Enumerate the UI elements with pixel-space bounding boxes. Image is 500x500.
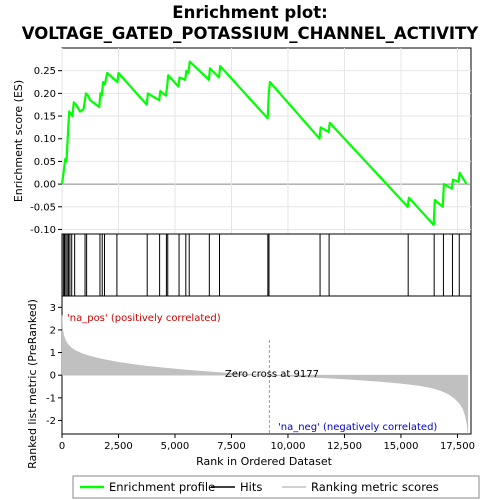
- enrichment-profile-line: [60, 60, 468, 226]
- legend-ranking-metric-label: Ranking metric scores: [311, 480, 439, 494]
- es-y-tick-label: 0.00: [34, 180, 56, 191]
- es-y-tick-label: 0.20: [34, 89, 56, 100]
- metric-y-tick-label: -1: [46, 393, 56, 404]
- metric-y-tick-label: 0: [50, 371, 56, 382]
- ranking-metric-series: [61, 315, 469, 433]
- zero-cross-label: Zero cross at 9177: [225, 369, 319, 380]
- es-y-axis-label: Enrichment score (ES): [12, 80, 25, 202]
- x-tick-label: 2,500: [104, 441, 133, 452]
- chart-title-line1: Enrichment plot:: [172, 3, 327, 22]
- metric-y-tick-label: -2: [46, 416, 56, 427]
- x-tick-label: 15,000: [383, 441, 418, 452]
- x-axis-label: Rank in Ordered Dataset: [196, 455, 333, 468]
- es-panel-frame: [61, 47, 472, 235]
- x-tick-label: 5,000: [161, 441, 190, 452]
- es-y-tick-label: 0.15: [34, 112, 56, 123]
- x-tick-label: 0: [59, 441, 65, 452]
- x-tick-label: 10,000: [270, 441, 305, 452]
- es-y-axis: -0.10 -0.05 0.00 0.05 0.10 0.15 0.20 0.25: [30, 66, 62, 236]
- es-y-tick-label: -0.10: [30, 225, 56, 236]
- legend: Enrichment profile Hits Ranking metric sco…: [80, 480, 439, 494]
- metric-y-tick-label: 3: [50, 303, 56, 314]
- ranking-metric-area: [61, 315, 469, 433]
- x-axis: 0 2,500 5,000 7,500 10,000 12,500 15,000 17,500: [59, 434, 475, 452]
- metric-y-tick-label: 1: [50, 348, 56, 359]
- es-y-tick-label: 0.25: [34, 66, 56, 77]
- metric-y-axis-label: Ranked list metric (PreRanked): [26, 299, 39, 469]
- metric-y-axis: -2 -1 0 1 2 3: [46, 303, 62, 427]
- negative-correlation-label: 'na_neg' (negatively correlated): [278, 422, 437, 433]
- es-y-tick-label: 0.10: [34, 134, 56, 145]
- es-y-tick-label: -0.05: [30, 202, 56, 213]
- legend-box: [72, 475, 480, 499]
- enrichment-profile-series: [60, 60, 468, 226]
- x-tick-label: 12,500: [327, 441, 362, 452]
- hits-marks: [62, 234, 460, 296]
- es-y-tick-label: 0.05: [34, 157, 56, 168]
- x-tick-label: 17,500: [440, 441, 475, 452]
- legend-hits-label: Hits: [240, 480, 262, 494]
- hits-panel-frame: [61, 233, 472, 297]
- chart-title-line2: VOLTAGE_GATED_POTASSIUM_CHANNEL_ACTIVITY: [22, 24, 479, 43]
- legend-enrichment-profile-label: Enrichment profile: [109, 480, 215, 494]
- positive-correlation-label: 'na_pos' (positively correlated): [67, 313, 221, 324]
- x-tick-label: 7,500: [217, 441, 246, 452]
- metric-y-tick-label: 2: [50, 325, 56, 336]
